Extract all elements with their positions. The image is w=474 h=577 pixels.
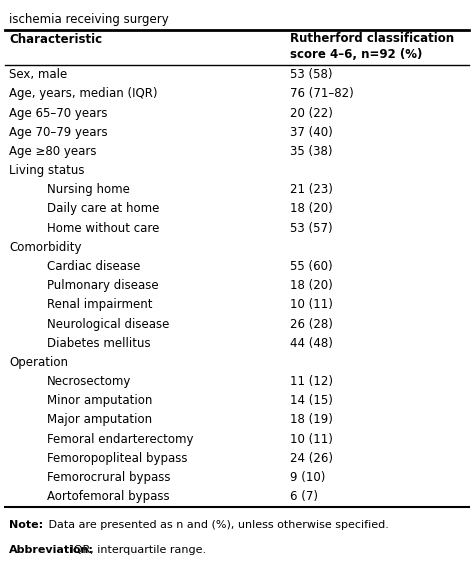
Text: 20 (22): 20 (22) xyxy=(291,107,333,119)
Text: 55 (60): 55 (60) xyxy=(291,260,333,273)
Text: 53 (58): 53 (58) xyxy=(291,68,333,81)
Text: IQR, interquartile range.: IQR, interquartile range. xyxy=(67,545,207,555)
Text: Renal impairment: Renal impairment xyxy=(46,298,152,312)
Text: Daily care at home: Daily care at home xyxy=(46,203,159,215)
Text: Living status: Living status xyxy=(9,164,85,177)
Text: 26 (28): 26 (28) xyxy=(291,317,333,331)
Text: 24 (26): 24 (26) xyxy=(291,452,333,464)
Text: 35 (38): 35 (38) xyxy=(291,145,333,158)
Text: 9 (10): 9 (10) xyxy=(291,471,326,484)
Text: Pulmonary disease: Pulmonary disease xyxy=(46,279,158,292)
Text: Comorbidity: Comorbidity xyxy=(9,241,82,254)
Text: 14 (15): 14 (15) xyxy=(291,394,333,407)
Text: Abbreviation:: Abbreviation: xyxy=(9,545,94,555)
Text: 18 (20): 18 (20) xyxy=(291,203,333,215)
Text: Femorocrural bypass: Femorocrural bypass xyxy=(46,471,170,484)
Text: 6 (7): 6 (7) xyxy=(291,490,319,503)
Text: 10 (11): 10 (11) xyxy=(291,433,333,445)
Text: Aortofemoral bypass: Aortofemoral bypass xyxy=(46,490,169,503)
Text: Femoral endarterectomy: Femoral endarterectomy xyxy=(46,433,193,445)
Text: Sex, male: Sex, male xyxy=(9,68,68,81)
Text: Nursing home: Nursing home xyxy=(46,183,129,196)
Text: 10 (11): 10 (11) xyxy=(291,298,333,312)
Text: 53 (57): 53 (57) xyxy=(291,222,333,235)
Text: Home without care: Home without care xyxy=(46,222,159,235)
Text: Major amputation: Major amputation xyxy=(46,413,152,426)
Text: Operation: Operation xyxy=(9,356,68,369)
Text: Characteristic: Characteristic xyxy=(9,33,102,46)
Text: score 4–6, n=92 (%): score 4–6, n=92 (%) xyxy=(291,48,423,61)
Text: Neurological disease: Neurological disease xyxy=(46,317,169,331)
Text: Age ≥80 years: Age ≥80 years xyxy=(9,145,97,158)
Text: 11 (12): 11 (12) xyxy=(291,375,333,388)
Text: Diabetes mellitus: Diabetes mellitus xyxy=(46,337,150,350)
Text: 21 (23): 21 (23) xyxy=(291,183,333,196)
Text: Note:: Note: xyxy=(9,520,44,530)
Text: 37 (40): 37 (40) xyxy=(291,126,333,138)
Text: 76 (71–82): 76 (71–82) xyxy=(291,87,354,100)
Text: Age, years, median (IQR): Age, years, median (IQR) xyxy=(9,87,158,100)
Text: 18 (19): 18 (19) xyxy=(291,413,333,426)
Text: Cardiac disease: Cardiac disease xyxy=(46,260,140,273)
Text: Minor amputation: Minor amputation xyxy=(46,394,152,407)
Text: Necrosectomy: Necrosectomy xyxy=(46,375,131,388)
Text: Age 70–79 years: Age 70–79 years xyxy=(9,126,108,138)
Text: Data are presented as n and (%), unless otherwise specified.: Data are presented as n and (%), unless … xyxy=(45,520,389,530)
Text: Rutherford classification: Rutherford classification xyxy=(291,32,455,45)
Text: 18 (20): 18 (20) xyxy=(291,279,333,292)
Text: ischemia receiving surgery: ischemia receiving surgery xyxy=(9,13,169,25)
Text: 44 (48): 44 (48) xyxy=(291,337,333,350)
Text: Femoropopliteal bypass: Femoropopliteal bypass xyxy=(46,452,187,464)
Text: Age 65–70 years: Age 65–70 years xyxy=(9,107,108,119)
